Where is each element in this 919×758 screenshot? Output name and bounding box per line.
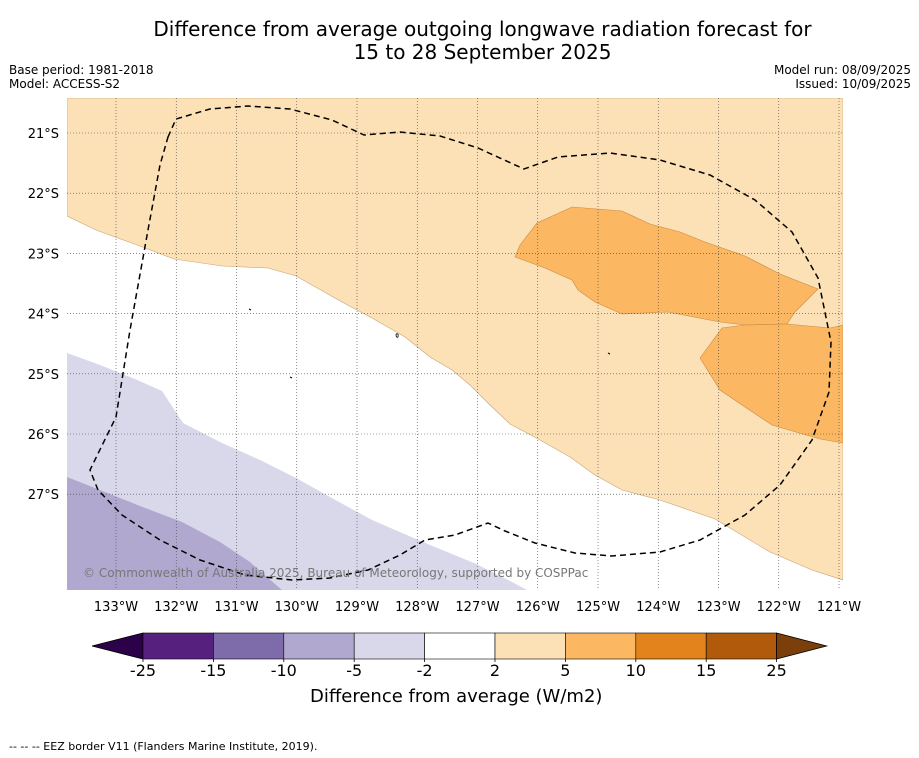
copyright-text: © Commonwealth of Australia 2025, Bureau… — [83, 566, 588, 580]
colorbar-title: Difference from average (W/m2) — [310, 686, 603, 707]
map-area: © Commonwealth of Australia 2025, Bureau… — [67, 98, 843, 590]
colorbar-tick-label: 2 — [489, 661, 501, 680]
longitude-label: 125°W — [576, 600, 620, 615]
colorbar-segment — [635, 632, 707, 660]
longitude-label: 122°W — [757, 600, 801, 615]
latitude-label: 26°S — [28, 428, 59, 443]
meta-right: Model run: 08/09/2025 Issued: 10/09/2025 — [774, 63, 911, 91]
colorbar-segment — [142, 632, 214, 660]
colorbar-segment — [424, 632, 496, 660]
colorbar-tick-label: 5 — [560, 661, 571, 680]
longitude-label: 126°W — [516, 600, 560, 615]
longitude-label: 128°W — [395, 600, 439, 615]
island-4 — [607, 352, 611, 355]
colorbar-tick-label: 10 — [625, 661, 646, 680]
longitude-label: 127°W — [455, 600, 499, 615]
issued-date: Issued: 10/09/2025 — [795, 77, 911, 91]
colorbar-tick-label: -10 — [270, 661, 297, 680]
longitude-label: 129°W — [335, 600, 379, 615]
colorbar-segment — [494, 632, 566, 660]
island-3 — [289, 376, 293, 379]
latitude-label: 22°S — [28, 187, 59, 202]
model-name: Model: ACCESS-S2 — [9, 77, 121, 91]
anomaly-region-5-10-b — [699, 323, 843, 444]
colorbar-segment — [565, 632, 637, 660]
eez-footnote: -- -- -- EEZ border V11 (Flanders Marine… — [9, 740, 318, 753]
colorbar-over-arrow — [776, 632, 829, 660]
anomaly-region-2-5 — [67, 98, 843, 581]
colorbar — [91, 632, 829, 662]
longitude-label: 124°W — [636, 600, 680, 615]
longitude-label: 132°W — [154, 600, 198, 615]
colorbar-tick-label: -2 — [416, 661, 433, 680]
latitude-labels: 21°S 22°S 23°S 24°S 25°S 26°S 27°S — [28, 127, 59, 503]
longitude-labels: 133°W 132°W 131°W 130°W 129°W 128°W 127°W 126°W… — [94, 600, 861, 615]
colorbar-segment — [353, 632, 425, 660]
colorbar-segment — [705, 632, 777, 660]
title-line-2: 15 to 28 September 2025 — [353, 40, 612, 64]
longitude-label: 130°W — [275, 600, 319, 615]
anomaly-region-5-10-a — [514, 206, 819, 326]
chart-title: Difference from average outgoing longwav… — [0, 18, 919, 64]
latitude-label: 24°S — [28, 308, 59, 323]
base-period: Base period: 1981-2018 — [9, 63, 154, 77]
latitude-label: 23°S — [28, 247, 59, 262]
meta-left: Base period: 1981-2018 Model: ACCESS-S2 — [9, 63, 154, 91]
colorbar-tick-label: 15 — [696, 661, 717, 680]
eez-border — [89, 105, 832, 581]
longitude-label: 131°W — [214, 600, 258, 615]
longitude-label: 123°W — [696, 600, 740, 615]
title-line-1: Difference from average outgoing longwav… — [153, 17, 812, 41]
latitude-label: 25°S — [28, 368, 59, 383]
gridlines — [67, 98, 843, 590]
colorbar-segment — [213, 632, 285, 660]
colorbar-tick-label: -25 — [129, 661, 157, 680]
longitude-label: 133°W — [94, 600, 138, 615]
colorbar-under-arrow — [91, 632, 144, 660]
latitude-label: 21°S — [28, 127, 59, 142]
colorbar-segment — [283, 632, 355, 660]
latitude-label: 27°S — [28, 488, 59, 503]
island-1 — [248, 308, 252, 311]
anomaly-region-neg10-neg5 — [67, 477, 282, 590]
island-2 — [395, 333, 399, 338]
colorbar-tick-label: -15 — [200, 661, 227, 680]
colorbar-tick-label: -5 — [346, 661, 363, 680]
longitude-label: 121°W — [817, 600, 861, 615]
colorbar-tick-label: 25 — [766, 661, 787, 680]
model-run: Model run: 08/09/2025 — [773, 63, 911, 77]
